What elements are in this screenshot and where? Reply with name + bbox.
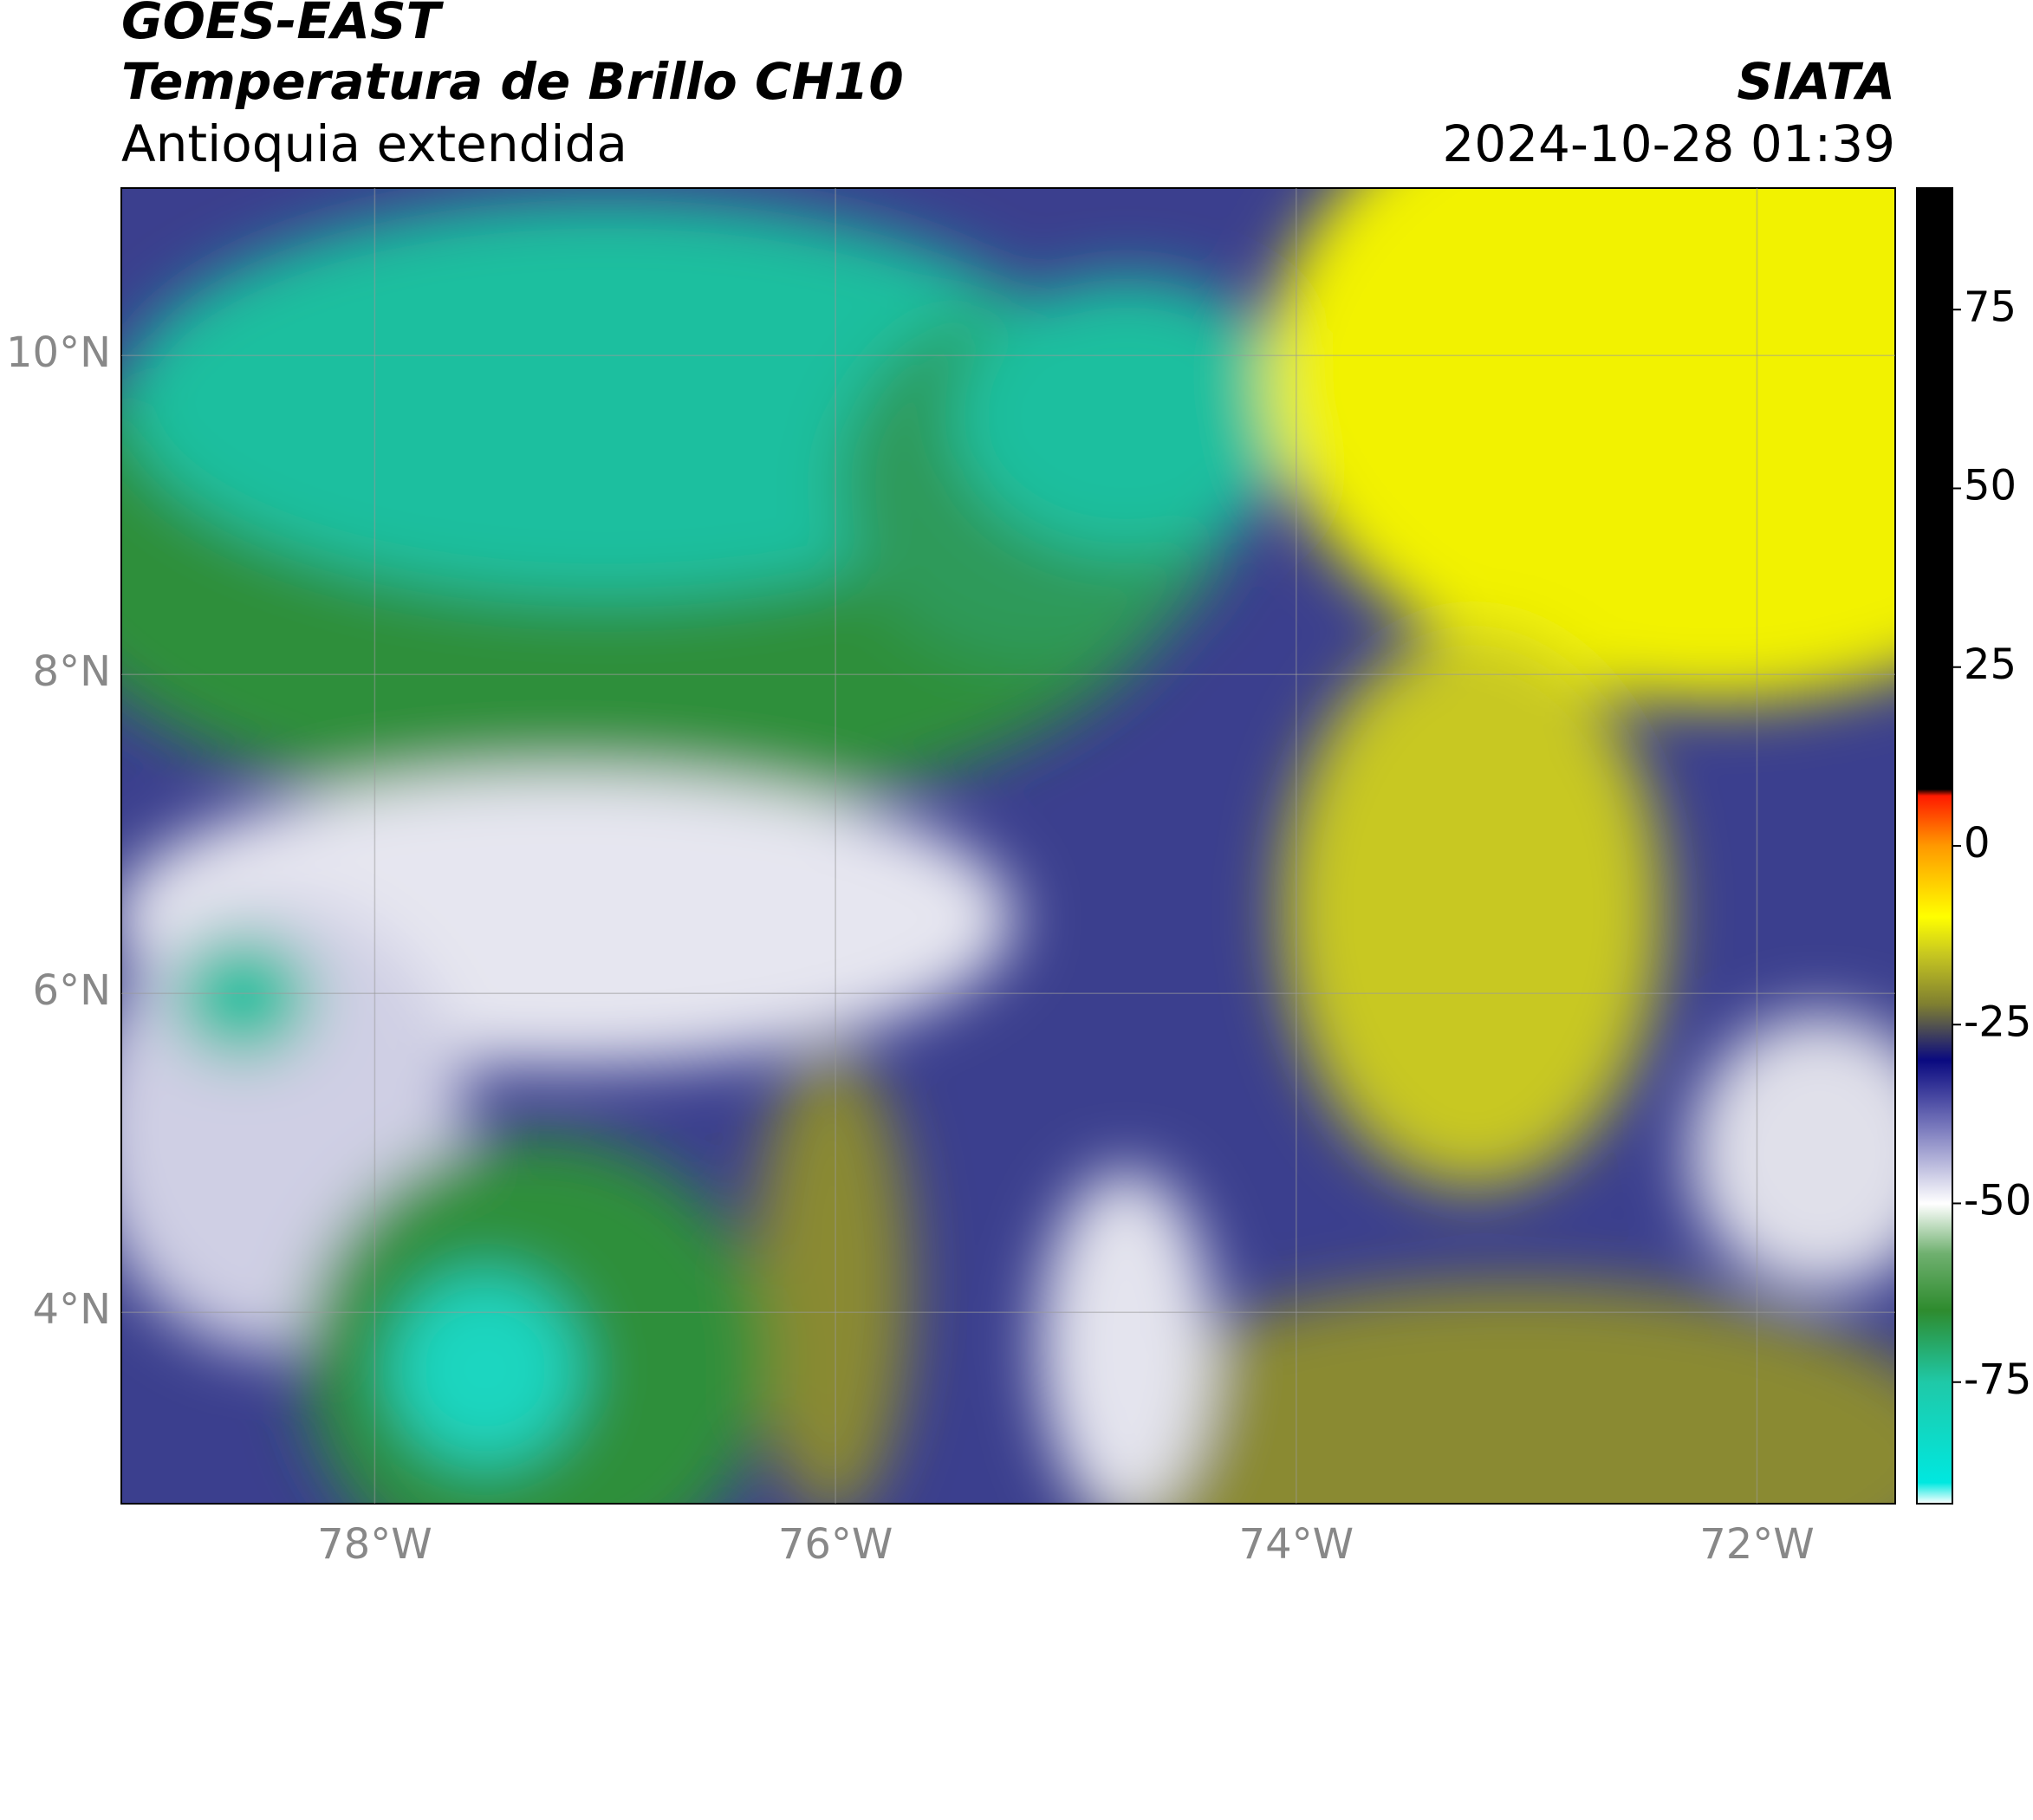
colorbar-tick-label: -75 [1964,1355,2031,1404]
y-tick-label: 6°N [33,966,111,1015]
map-frame [120,187,1896,1505]
x-tick-label: 74°W [1239,1520,1354,1569]
y-tick-label: 4°N [33,1285,111,1334]
region: Antioquia extendida [121,114,627,173]
title: GOES-EAST [121,0,445,50]
colorbar [1916,187,1953,1505]
source: SIATA [1737,52,1895,111]
subtitle: Temperatura de Brillo CH10 [121,52,904,111]
x-tick-label: 76°W [778,1520,893,1569]
x-tick-label: 78°W [317,1520,432,1569]
colorbar-tick-label: 50 [1964,462,2017,510]
colorbar-tick-label: -50 [1964,1177,2031,1225]
x-tick-label: 72°W [1699,1520,1815,1569]
colorbar-tick-label: -25 [1964,998,2031,1046]
y-tick-label: 8°N [33,647,111,696]
colorbar-tick-label: 25 [1964,640,2017,689]
timestamp: 2024-10-28 01:39 [1442,114,1895,173]
map-image [121,188,1895,1504]
colorbar-tick-label: 75 [1964,283,2017,331]
y-tick-label: 10°N [6,328,111,377]
colorbar-tick-label: 0 [1964,819,1991,868]
